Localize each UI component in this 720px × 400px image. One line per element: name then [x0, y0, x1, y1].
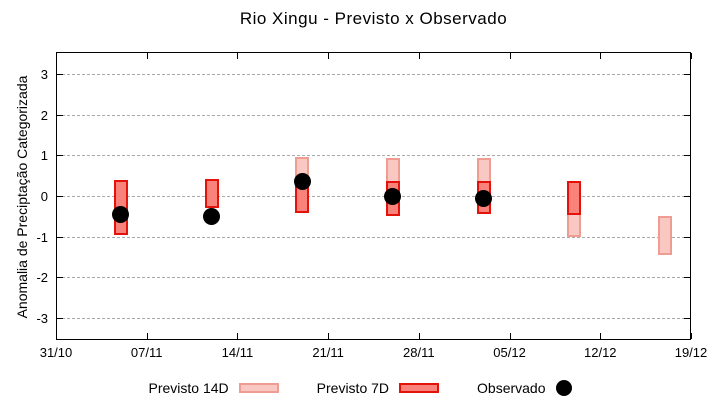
y-tick [57, 196, 63, 197]
chart-title: Rio Xingu - Previsto x Observado [239, 9, 508, 28]
legend: Previsto 14D Previsto 7D Observado [0, 377, 720, 399]
previsto-14d-swatch [238, 383, 279, 393]
gridline [57, 155, 690, 157]
x-tick-bottom [56, 333, 57, 339]
x-tick-bottom [691, 333, 692, 339]
gridline [57, 317, 690, 319]
x-tick-bottom [237, 333, 239, 339]
legend-label: Previsto 14D [148, 380, 229, 396]
y-tick-label: 0 [40, 189, 48, 204]
x-tick-bottom [146, 333, 148, 339]
observado-dot [293, 173, 311, 191]
previsto-7d-bar [567, 180, 582, 216]
x-tick-label: 31/10 [39, 345, 73, 360]
y-tick-right [684, 277, 690, 279]
x-tick [691, 53, 692, 59]
x-tick [418, 53, 420, 59]
y-tick [57, 74, 63, 76]
legend-item-observado: Observado [477, 380, 572, 396]
x-tick-bottom [328, 333, 330, 339]
y-tick-right [684, 317, 690, 319]
previsto-7d-swatch [399, 383, 440, 393]
x-tick-bottom [600, 333, 602, 339]
y-tick-label: 1 [40, 148, 48, 164]
y-tick-label: 3 [40, 67, 48, 83]
legend-label: Previsto 7D [316, 380, 390, 396]
x-tick-label: 14/11 [221, 345, 254, 360]
gridline [57, 74, 690, 76]
x-tick [328, 53, 330, 59]
x-tick-label: 12/12 [584, 345, 617, 360]
y-tick-label: -1 [36, 229, 48, 245]
x-tick-label: 28/11 [403, 345, 435, 360]
legend-item-previsto-7d: Previsto 7D [316, 380, 440, 396]
observado-dot [384, 187, 402, 205]
y-tick-right [684, 236, 690, 238]
previsto-14d-bar [658, 216, 673, 255]
x-tick [237, 53, 239, 59]
gridline [57, 236, 690, 238]
x-tick [600, 53, 602, 59]
x-tick-label: 21/11 [312, 345, 344, 360]
x-tick-label: 05/12 [493, 345, 526, 360]
y-tick-right [684, 196, 690, 197]
observado-dot [112, 205, 130, 223]
y-tick [57, 155, 63, 157]
x-tick-label: 19/12 [674, 345, 708, 360]
y-tick-right [684, 114, 690, 116]
observado-dot [203, 207, 220, 225]
y-tick [57, 317, 63, 319]
x-tick-label: 07/11 [130, 345, 163, 360]
y-tick [57, 236, 63, 238]
x-tick-bottom [509, 333, 511, 339]
legend-label: Observado [477, 380, 546, 396]
previsto-7d-bar [204, 178, 219, 209]
x-tick-bottom [418, 333, 420, 339]
y-tick-right [684, 74, 690, 76]
gridline [57, 277, 690, 279]
legend-item-previsto-14d: Previsto 14D [149, 380, 279, 396]
observado-swatch-dot [555, 380, 572, 396]
gridline [57, 114, 690, 116]
y-tick [57, 114, 63, 116]
x-tick [56, 53, 57, 59]
x-tick [509, 53, 511, 59]
gridline [57, 196, 690, 197]
y-tick-right [684, 155, 690, 157]
y-tick [57, 277, 63, 279]
observado-dot [475, 189, 493, 207]
y-tick-label: -2 [36, 270, 48, 286]
x-tick [146, 53, 148, 59]
y-tick-label: -3 [36, 310, 48, 326]
y-tick-label: 2 [40, 107, 48, 123]
